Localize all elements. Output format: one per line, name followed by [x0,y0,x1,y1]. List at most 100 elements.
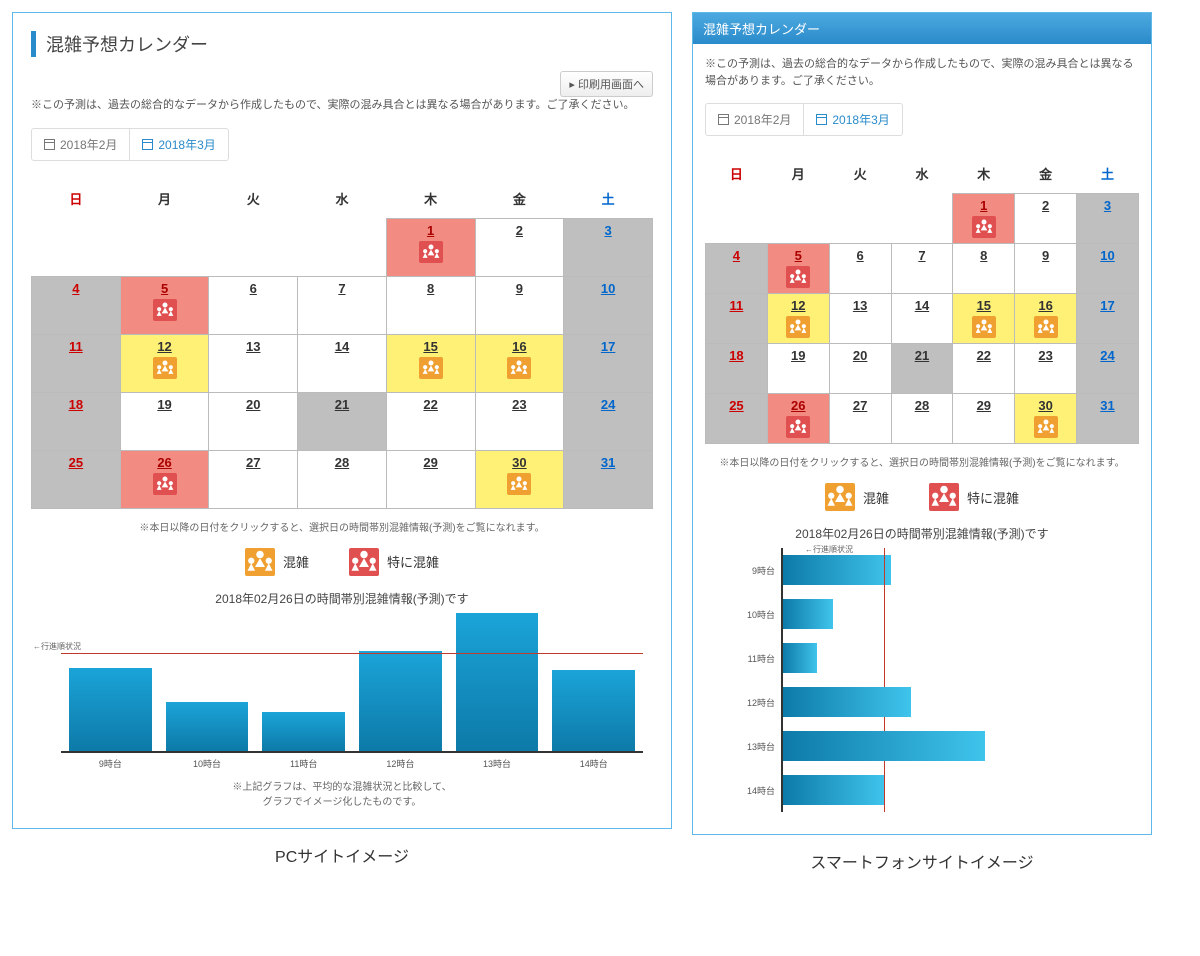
month-tabs: 2018年2月2018年3月 [31,128,229,161]
calendar-day[interactable]: 22 [953,344,1015,394]
calendar-day[interactable]: 29 [953,394,1015,444]
chart-bar-label: 11時台 [262,757,345,770]
month-tab[interactable]: 2018年3月 [130,129,227,160]
day-number: 27 [209,455,297,470]
month-tab-label: 2018年2月 [734,111,791,128]
calendar-day[interactable]: 25 [706,394,768,444]
calendar-day[interactable]: 17 [1077,294,1139,344]
crowded-icon [825,483,855,511]
calendar-day[interactable]: 13 [209,334,298,392]
calendar-day[interactable]: 7 [891,244,953,294]
calendar-day[interactable]: 10 [1077,244,1139,294]
calendar-day[interactable]: 2 [1015,194,1077,244]
crowded-icon [1034,316,1058,338]
month-tab[interactable]: 2018年3月 [804,104,901,135]
calendar-day[interactable]: 23 [1015,344,1077,394]
calendar-day[interactable]: 10 [564,276,653,334]
calendar-day[interactable]: 12 [120,334,209,392]
calendar-day[interactable]: 24 [564,392,653,450]
chart-bar-label: 12時台 [359,757,442,770]
calendar-day[interactable]: 11 [706,294,768,344]
calendar-day[interactable]: 9 [475,276,564,334]
day-number: 18 [32,397,120,412]
calendar-day[interactable]: 12 [767,294,829,344]
sp-calendar-table: 日月火水木金土 12345678910111213141516171819202… [705,154,1139,444]
calendar-day[interactable]: 2 [475,218,564,276]
day-number: 23 [1015,348,1076,363]
calendar-day[interactable]: 22 [386,392,475,450]
calendar-day[interactable]: 31 [1077,394,1139,444]
day-number: 3 [1077,198,1138,213]
chart-bar [783,731,985,761]
calendar-day[interactable]: 7 [298,276,387,334]
calendar-day[interactable]: 21 [298,392,387,450]
sp-legend-very-crowded-label: 特に混雑 [967,488,1019,507]
calendar-day[interactable]: 27 [209,450,298,508]
hchart-row: 11時台 [745,636,1119,680]
sp-hourly-bar-chart: ←行進順状況 9時台10時台11時台12時台13時台14時台 [745,548,1119,812]
month-tab[interactable]: 2018年2月 [32,129,130,160]
calendar-day[interactable]: 1 [386,218,475,276]
day-number: 16 [1015,298,1076,313]
calendar-day[interactable]: 27 [829,394,891,444]
chart-bar [783,555,891,585]
calendar-day[interactable]: 8 [386,276,475,334]
calendar-day[interactable]: 28 [891,394,953,444]
calendar-day[interactable]: 16 [1015,294,1077,344]
calendar-day[interactable]: 20 [829,344,891,394]
calendar-day[interactable]: 19 [120,392,209,450]
weekday-header: 金 [1015,154,1077,194]
calendar-day[interactable]: 26 [767,394,829,444]
calendar-day[interactable]: 21 [891,344,953,394]
calendar-day[interactable]: 1 [953,194,1015,244]
calendar-day[interactable]: 11 [32,334,121,392]
hchart-track [781,548,1119,592]
calendar-day[interactable]: 4 [706,244,768,294]
calendar-day[interactable]: 18 [706,344,768,394]
hchart-label: 12時台 [745,696,781,709]
chart-bar [359,651,442,750]
calendar-day[interactable]: 17 [564,334,653,392]
month-tab[interactable]: 2018年2月 [706,104,804,135]
crowded-icon [507,473,531,495]
chart-bar [552,670,635,750]
day-number: 26 [768,398,829,413]
calendar-day[interactable]: 23 [475,392,564,450]
calendar-day[interactable]: 6 [829,244,891,294]
calendar-day[interactable]: 5 [767,244,829,294]
calendar-day[interactable]: 29 [386,450,475,508]
calendar-day[interactable]: 4 [32,276,121,334]
hchart-label: 13時台 [745,740,781,753]
calendar-day[interactable]: 18 [32,392,121,450]
pc-panel: 混雑予想カレンダー ▸ 印刷用画面へ ※この予測は、過去の総合的なデータから作成… [12,12,672,829]
calendar-day[interactable]: 5 [120,276,209,334]
calendar-day[interactable]: 15 [386,334,475,392]
calendar-day[interactable]: 30 [475,450,564,508]
calendar-day[interactable]: 20 [209,392,298,450]
calendar-day[interactable]: 14 [298,334,387,392]
calendar-day[interactable]: 8 [953,244,1015,294]
day-number: 4 [32,281,120,296]
calendar-day[interactable]: 19 [767,344,829,394]
very-crowded-icon [786,266,810,288]
calendar-day[interactable]: 9 [1015,244,1077,294]
calendar-day[interactable]: 15 [953,294,1015,344]
calendar-day[interactable]: 25 [32,450,121,508]
day-number: 12 [121,339,209,354]
calendar-day[interactable]: 14 [891,294,953,344]
calendar-day[interactable]: 31 [564,450,653,508]
calendar-day[interactable]: 3 [564,218,653,276]
day-number: 25 [32,455,120,470]
calendar-day[interactable]: 30 [1015,394,1077,444]
legend-very-crowded-label: 特に混雑 [387,552,439,571]
calendar-day[interactable]: 6 [209,276,298,334]
hchart-row: 10時台 [745,592,1119,636]
chart-bar-label: 14時台 [552,757,635,770]
calendar-day[interactable]: 26 [120,450,209,508]
calendar-day[interactable]: 3 [1077,194,1139,244]
calendar-day[interactable]: 24 [1077,344,1139,394]
calendar-day[interactable]: 28 [298,450,387,508]
calendar-day[interactable]: 13 [829,294,891,344]
print-button[interactable]: ▸ 印刷用画面へ [560,71,653,97]
calendar-day[interactable]: 16 [475,334,564,392]
